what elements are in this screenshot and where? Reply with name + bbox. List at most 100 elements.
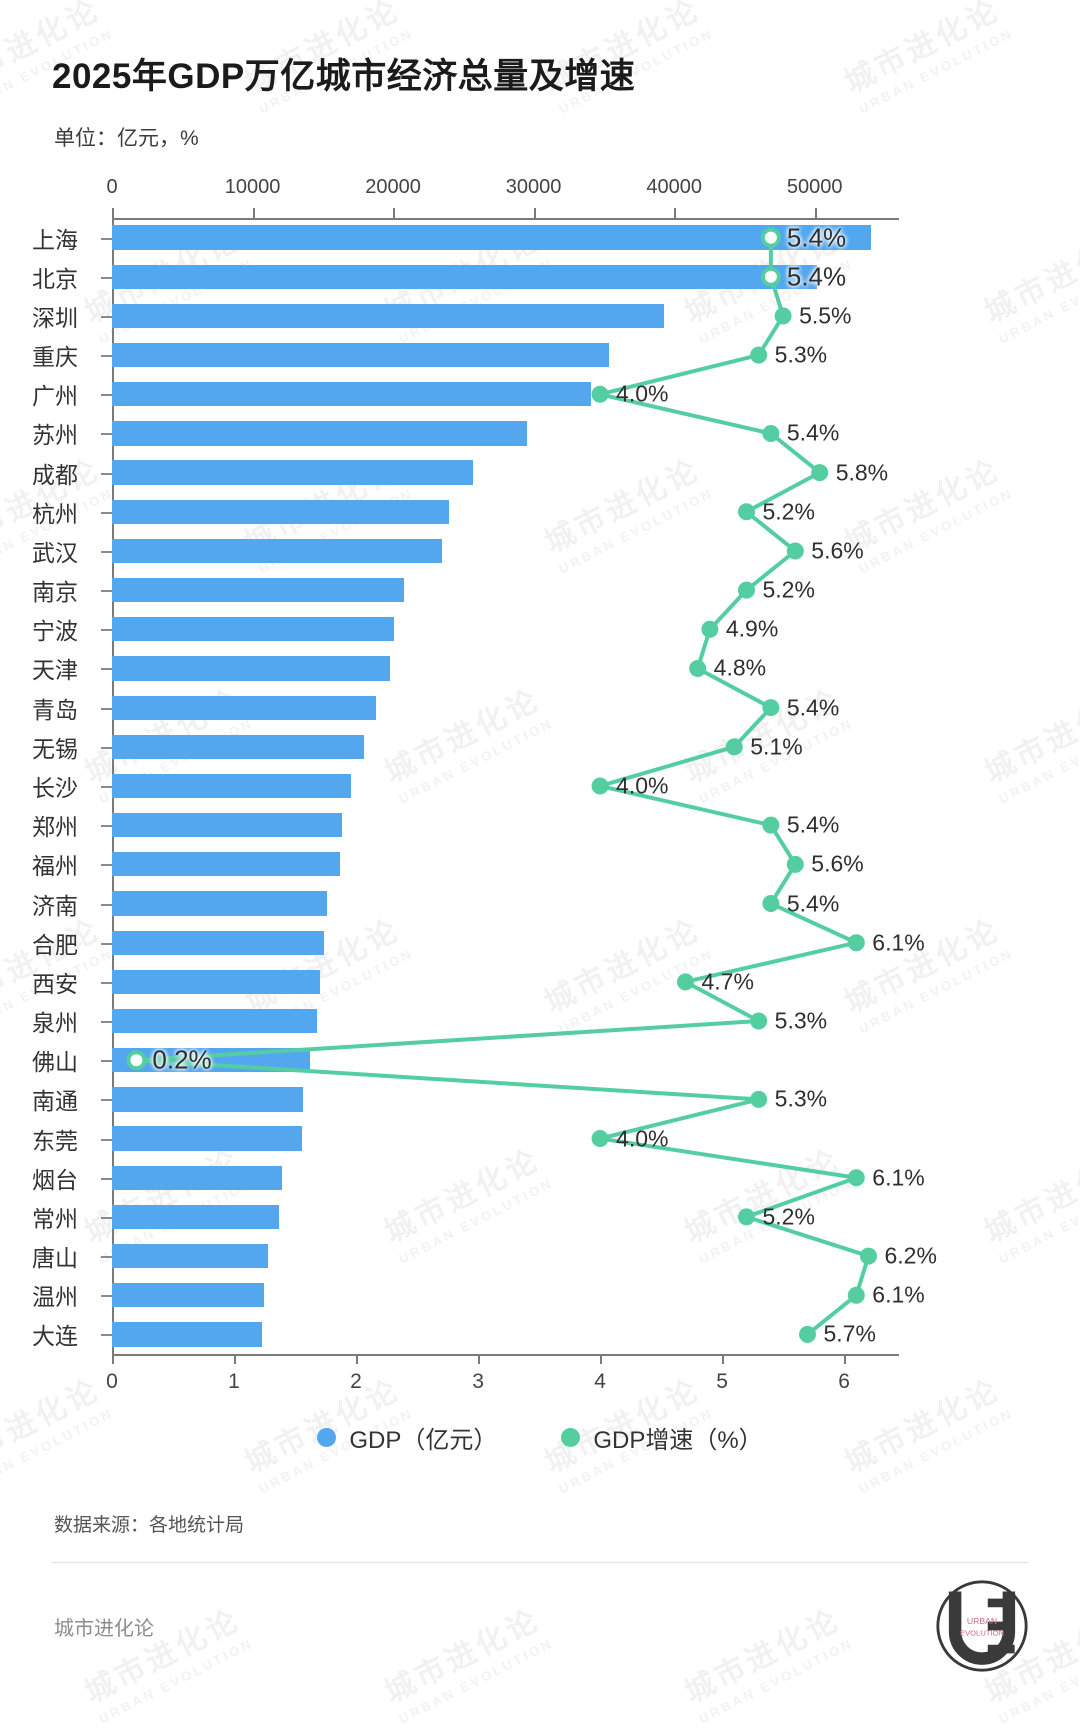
growth-marker [786,855,804,873]
gdp-bar [112,773,351,799]
y-axis-tick [101,1177,112,1180]
growth-marker [762,816,780,834]
y-axis-label: 唐山 [32,1245,78,1272]
y-axis-tick [101,825,112,828]
growth-value-label: 4.7% [701,968,754,995]
growth-marker [774,307,792,325]
growth-marker [760,227,781,248]
gdp-bar [112,852,340,877]
y-axis-tick [101,315,112,318]
y-axis-tick [101,355,112,358]
chart-legend: GDP（亿元） GDP增速（%） [0,1420,1080,1455]
growth-marker [859,1247,877,1265]
growth-marker [847,934,865,952]
growth-marker [737,581,755,599]
y-axis-label: 广州 [32,383,78,410]
growth-marker [676,973,694,991]
growth-marker [786,542,804,560]
gdp-bar [112,225,871,250]
y-axis-label: 常州 [32,1205,78,1232]
growth-marker [762,895,780,913]
gdp-bar [112,421,527,446]
y-axis-tick [101,981,112,984]
gdp-bar [112,813,343,838]
y-axis-label: 烟台 [32,1166,78,1193]
y-axis-label: 南京 [32,579,78,606]
y-axis-label: 宁波 [32,618,78,645]
gdp-bar [112,460,474,485]
growth-marker [847,1169,865,1187]
gdp-bar [112,656,391,681]
y-axis-tick [101,786,112,788]
bottom-tick [844,1354,847,1364]
gdp-bar [112,264,818,289]
growth-value-label: 5.8% [835,459,889,486]
y-axis-label: 无锡 [32,735,78,762]
legend-growth[interactable]: GDP增速（%） [561,1420,763,1455]
gdp-bar [112,930,325,955]
legend-gdp[interactable]: GDP（亿元） [317,1420,497,1455]
top-tick-label: 50000 [786,176,843,198]
brand-name: 城市进化论 [54,1618,154,1640]
top-tick [252,208,255,218]
growth-marker [591,385,609,403]
y-axis-tick [101,237,112,240]
top-tick-label: 40000 [646,176,702,198]
growth-marker [750,1012,768,1030]
y-axis-label: 郑州 [32,814,78,841]
gdp-bar [112,734,364,759]
top-tick-label: 20000 [365,176,421,198]
source-note: 数据来源：各地统计局 [54,1515,245,1536]
growth-value-label: 5.4% [786,222,847,253]
growth-value-label: 5.4% [786,694,840,721]
legend-dot-icon [561,1428,581,1447]
bottom-tick [478,1354,481,1364]
growth-marker [750,346,768,364]
growth-marker [725,738,743,756]
growth-marker [591,1130,609,1148]
growth-value-label: 5.7% [823,1320,876,1347]
y-axis-label: 天津 [32,657,78,684]
y-axis-tick [101,511,112,514]
growth-value-label: 6.2% [884,1242,937,1269]
top-tick-label: 10000 [224,176,281,198]
bottom-tick-label: 3 [472,1370,484,1393]
growth-value-label: 4.0% [616,772,669,799]
growth-value-label: 5.4% [786,261,847,292]
growth-value-label: 4.0% [616,380,669,407]
gdp-bar [112,342,610,368]
growth-marker [762,424,780,442]
growth-value-label: 5.5% [799,302,852,329]
growth-value-label: 5.3% [774,341,828,368]
y-axis-label: 杭州 [32,500,78,527]
y-axis-tick [101,1060,112,1063]
bottom-tick [722,1354,725,1364]
y-axis-tick [101,1216,112,1219]
bottom-tick-label: 1 [228,1370,240,1393]
gdp-bar [112,891,328,916]
growth-marker [737,503,755,521]
growth-marker [750,1090,768,1108]
growth-marker [798,1325,816,1343]
top-tick [393,208,396,218]
unit-label: 单位：亿元，% [54,127,199,150]
growth-value-label: 4.8% [713,654,767,681]
gdp-bar [112,1204,280,1230]
legend-label: GDP增速（%） [593,1427,763,1454]
y-axis-label: 佛山 [32,1049,78,1076]
growth-value-label: 6.1% [872,929,925,956]
y-axis-tick [101,864,112,867]
gdp-bar [112,1008,318,1034]
svg-text:EVOLUTION: EVOLUTION [960,1629,1004,1638]
gdp-bar [112,1283,264,1308]
top-tick-label: 30000 [505,176,562,198]
growth-line-layer [126,227,877,1343]
y-axis-label: 深圳 [32,304,78,331]
gdp-bar [112,695,377,720]
growth-line [134,235,871,1337]
y-axis-label: 武汉 [32,539,78,566]
y-axis-label: 西安 [32,970,78,997]
y-axis-tick [101,942,112,945]
page-title: 2025年GDP万亿城市经济总量及增速 [52,57,636,96]
